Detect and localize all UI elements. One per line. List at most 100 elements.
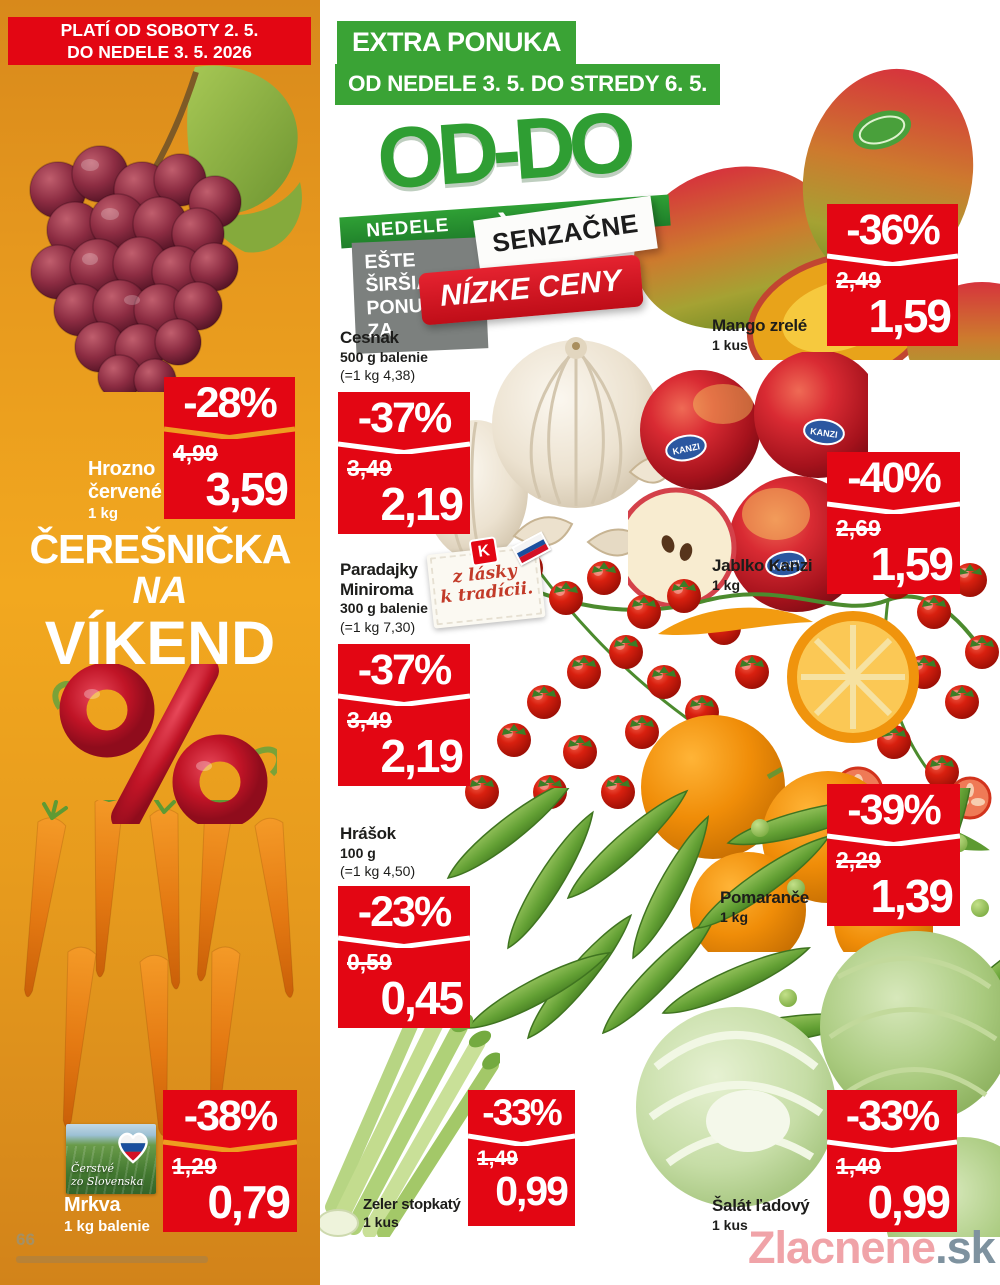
product-name: Mango zrelé xyxy=(712,316,807,335)
product-unit: 1 kus xyxy=(712,1216,748,1233)
grapes-photo xyxy=(29,65,302,392)
product-unit-price: (=1 kg 4,50) xyxy=(340,863,416,880)
badge-notch-icon xyxy=(468,1133,575,1146)
old-price: 4,99 xyxy=(173,440,218,467)
zlacnene-logo[interactable]: Zlacnene.sk xyxy=(748,1222,996,1274)
new-price: 0,99 xyxy=(495,1167,569,1214)
product-unit-price: (=1 kg 4,38) xyxy=(340,367,416,384)
new-price: 1,59 xyxy=(868,290,952,343)
price-badge-salat: -33% 1,49 0,99 xyxy=(827,1090,957,1232)
product-label-zeler: Zeler stopkatý 1 kus xyxy=(363,1196,483,1232)
kaufland-tradition-stamp: K z lásky k tradícii. xyxy=(426,531,552,629)
discount-percent: -38% xyxy=(183,1092,278,1140)
product-name: Paradajky Miniroma xyxy=(340,560,418,599)
old-price: 3,49 xyxy=(347,455,392,482)
product-label-cesnak: Cesnak 500 g balenie (=1 kg 4,38) xyxy=(340,328,490,385)
fine-print xyxy=(16,1256,208,1263)
origin-text: Čerstvé zo Slovenska xyxy=(71,1161,144,1189)
price-badge-pomarance: -39% 2,29 1,39 xyxy=(827,784,960,926)
discount-percent: -33% xyxy=(482,1092,562,1133)
product-unit: 1 kg xyxy=(712,576,741,593)
old-price: 2,49 xyxy=(836,267,881,294)
product-unit: 100 g xyxy=(340,844,376,861)
od-do-logo: OD-DO xyxy=(374,94,632,208)
product-label-pomarance: Pomaranče 1 kg xyxy=(720,888,850,926)
badge-notch-icon xyxy=(163,1139,297,1153)
page-number: 66 xyxy=(16,1230,35,1249)
slovak-heart-icon xyxy=(118,1132,148,1164)
extra-offer-subtitle: OD NEDELE 3. 5. DO STREDY 6. 5. xyxy=(335,64,721,105)
product-name: Jablko Kanzi xyxy=(712,556,813,575)
validity-line2: DO NEDELE 3. 5. 2026 xyxy=(67,42,252,62)
product-label-paradajky: Paradajky Miniroma 300 g balenie (=1 kg … xyxy=(340,560,452,636)
badge-notch-icon xyxy=(827,253,958,267)
stamp-line2: k tradícii. xyxy=(439,577,535,608)
discount-percent: -28% xyxy=(183,379,277,427)
product-name: Hrášok xyxy=(340,824,396,843)
zlacnene-logo-text: Zlacnene xyxy=(748,1222,936,1273)
new-price: 1,59 xyxy=(870,538,954,591)
new-price: 0,99 xyxy=(867,1176,951,1229)
ribbon-day-from: NEDELE xyxy=(365,214,450,242)
price-badge-mrkva: -38% 1,29 0,79 xyxy=(163,1090,297,1232)
price-badge-paradajky: -37% 3,49 2,19 xyxy=(338,644,470,786)
cherry-percent-graphic xyxy=(52,664,277,824)
kanzi-sticker-icon: KANZI KANZI KANZI xyxy=(665,418,845,578)
new-price: 3,59 xyxy=(205,463,289,516)
weekend-campaign: ČEREŠNIČKA NA VÍKEND xyxy=(0,527,320,677)
old-price: 0,59 xyxy=(347,949,392,976)
svg-text:KANZI: KANZI xyxy=(810,426,839,440)
new-price: 1,39 xyxy=(870,870,954,923)
badge-notch-icon xyxy=(338,441,470,455)
extra-offer-title: EXTRA PONUKA xyxy=(337,21,577,65)
price-badge-zeler: -33% 1,49 0,99 xyxy=(468,1090,575,1226)
apples-photo: KANZI KANZI KANZI xyxy=(628,352,868,612)
old-price: 1,49 xyxy=(836,1153,881,1180)
product-label-mango: Mango zrelé 1 kus xyxy=(712,316,842,354)
product-name: Cesnak xyxy=(340,328,399,347)
discount-percent: -39% xyxy=(847,786,941,834)
product-unit: 1 kg balenie xyxy=(64,1218,150,1235)
campaign-line3: VÍKEND xyxy=(44,608,276,677)
new-price: 0,45 xyxy=(380,972,464,1025)
product-unit: 1 kus xyxy=(712,336,748,353)
product-unit: 1 kg xyxy=(720,908,749,925)
price-badge-cesnak: -37% 3,49 2,19 xyxy=(338,392,470,534)
price-badge-jablko: -40% 2,69 1,59 xyxy=(827,452,960,594)
lettuce-photo xyxy=(636,931,1000,1237)
old-price: 1,29 xyxy=(172,1153,217,1180)
product-unit: 1 kg xyxy=(88,505,119,522)
new-price: 0,79 xyxy=(207,1176,291,1229)
discount-percent: -37% xyxy=(357,646,452,694)
badge-notch-icon xyxy=(338,935,470,949)
discount-percent: -40% xyxy=(847,454,941,502)
badge-notch-icon xyxy=(338,693,470,707)
product-name: Zeler stopkatý xyxy=(363,1196,461,1213)
product-label-hrozno: Hrozno červené 1 kg xyxy=(88,458,183,524)
price-badge-hrozno: -28% 4,99 3,59 xyxy=(164,377,295,519)
badge-notch-icon xyxy=(164,426,295,440)
product-label-salat: Šalát ľadový 1 kus xyxy=(712,1196,842,1234)
validity-line1: PLATÍ OD SOBOTY 2. 5. xyxy=(60,19,259,40)
zlacnene-logo-suffix: .sk xyxy=(935,1222,996,1273)
product-unit: 300 g balenie xyxy=(340,600,428,617)
product-name: Šalát ľadový xyxy=(712,1196,810,1215)
fresh-from-slovakia-badge: Čerstvé zo Slovenska xyxy=(66,1124,156,1194)
product-unit: 1 kus xyxy=(363,1214,399,1231)
validity-banner: PLATÍ OD SOBOTY 2. 5. DO NEDELE 3. 5. 20… xyxy=(8,17,311,65)
badge-notch-icon xyxy=(827,501,960,515)
carrots-photo xyxy=(13,800,305,1137)
product-label-hrasok: Hrášok 100 g (=1 kg 4,50) xyxy=(340,824,480,881)
product-label-mrkva: Mrkva 1 kg balenie xyxy=(64,1194,204,1237)
od-do-logo-block: OD-DO NEDELE ❯ STREDY EŠTE ŠIRŠIA PONUKA… xyxy=(338,94,683,354)
discount-percent: -23% xyxy=(357,888,452,936)
badge-notch-icon xyxy=(827,833,960,847)
new-price: 2,19 xyxy=(380,730,464,783)
svg-text:KANZI: KANZI xyxy=(772,558,801,572)
discount-percent: -33% xyxy=(845,1092,940,1140)
price-badge-hrasok: -23% 0,59 0,45 xyxy=(338,886,470,1028)
product-unit: 500 g balenie xyxy=(340,348,428,365)
product-label-jablko: Jablko Kanzi 1 kg xyxy=(712,556,842,594)
old-price: 2,69 xyxy=(836,515,881,542)
